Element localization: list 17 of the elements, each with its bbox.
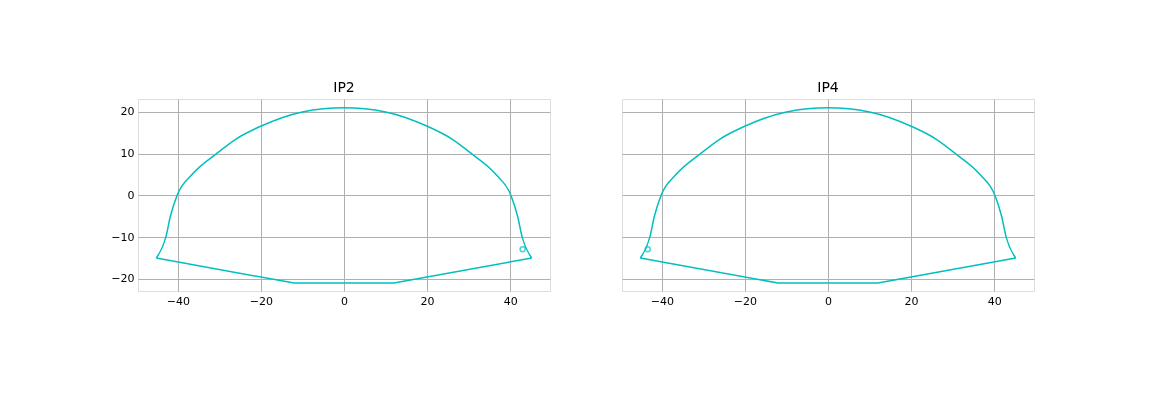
x-tick-label: 40 — [503, 294, 518, 308]
x-tick-label: 0 — [825, 294, 832, 308]
y-tick-label: 0 — [127, 188, 135, 202]
x-tick-label: 20 — [420, 294, 435, 308]
x-tick-label: −40 — [650, 294, 674, 308]
chart-title: IP2 — [333, 79, 355, 95]
y-tick-label: −10 — [111, 230, 135, 244]
y-tick-label: 20 — [120, 105, 135, 119]
chart-title: IP4 — [817, 79, 839, 95]
x-tick-label: 20 — [904, 294, 919, 308]
y-tick-label: −20 — [111, 272, 135, 286]
y-tick-label: 10 — [120, 147, 135, 161]
x-tick-label: −20 — [249, 294, 274, 308]
x-tick-label: −20 — [733, 294, 758, 308]
x-tick-label: −40 — [166, 294, 190, 308]
x-tick-label: 0 — [341, 294, 348, 308]
x-tick-label: 40 — [987, 294, 1002, 308]
